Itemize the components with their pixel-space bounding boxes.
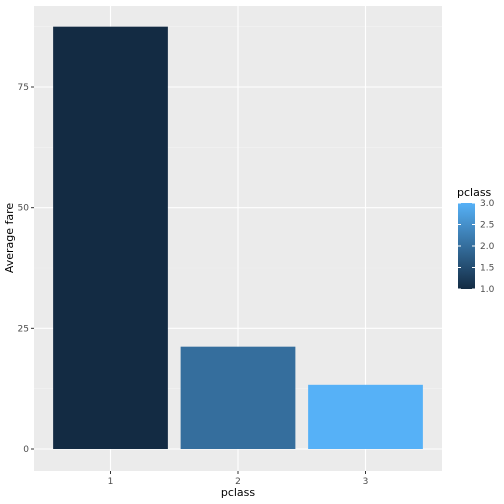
bar-2 bbox=[180, 346, 296, 449]
legend-colorbar bbox=[458, 203, 475, 289]
x-tick-label: 1 bbox=[108, 477, 114, 487]
legend-tick-label: 1.0 bbox=[480, 285, 495, 295]
legend-ticks: 1.0 1.5 2.0 2.5 3.0 bbox=[458, 199, 495, 295]
x-tick-label: 3 bbox=[363, 477, 369, 487]
legend-tick-label: 2.0 bbox=[480, 242, 495, 252]
x-axis-title: pclass bbox=[221, 486, 256, 499]
legend-title: pclass bbox=[457, 186, 492, 199]
legend-tick-label: 3.0 bbox=[480, 199, 495, 209]
y-axis: 0 25 50 75 bbox=[18, 83, 34, 455]
bar-3 bbox=[308, 384, 423, 449]
y-axis-title: Average fare bbox=[3, 203, 16, 274]
legend: pclass 1.0 1.5 2.0 2.5 3.0 bbox=[457, 186, 495, 295]
y-tick-label: 25 bbox=[18, 324, 29, 334]
x-tick-label: 2 bbox=[235, 477, 241, 487]
legend-tick-label: 1.5 bbox=[480, 264, 494, 274]
bars bbox=[53, 26, 423, 450]
legend-tick-label: 2.5 bbox=[480, 221, 494, 231]
y-tick-label: 50 bbox=[18, 204, 30, 214]
bar-1 bbox=[53, 26, 168, 450]
x-axis: 1 2 3 bbox=[108, 471, 369, 487]
y-tick-label: 75 bbox=[18, 83, 29, 93]
y-tick-label: 0 bbox=[23, 445, 29, 455]
